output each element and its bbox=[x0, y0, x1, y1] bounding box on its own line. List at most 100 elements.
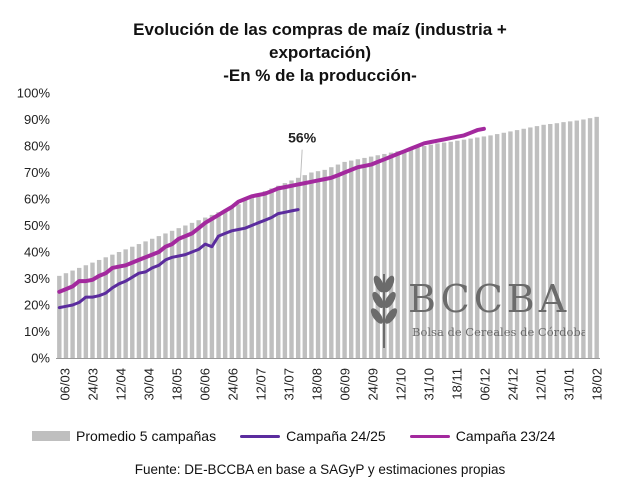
bar-promedio bbox=[329, 167, 334, 358]
legend-swatch-bar bbox=[32, 431, 70, 441]
bar-promedio bbox=[554, 123, 560, 359]
bar-promedio bbox=[315, 171, 321, 358]
bar-promedio bbox=[528, 127, 533, 358]
bar-promedio bbox=[216, 212, 221, 358]
bar-promedio bbox=[256, 193, 261, 358]
x-tick-label: 18/08 bbox=[309, 368, 324, 401]
bar-promedio bbox=[189, 222, 195, 358]
bar-promedio bbox=[163, 233, 168, 358]
y-tick-label: 70% bbox=[24, 165, 50, 180]
bar-promedio bbox=[176, 228, 181, 358]
bar-promedio bbox=[349, 160, 354, 358]
x-tick-label: 12/04 bbox=[113, 368, 128, 401]
y-tick-label: 10% bbox=[24, 324, 50, 339]
bar-promedio bbox=[534, 126, 540, 358]
legend-item-bar: Promedio 5 campañas bbox=[32, 428, 216, 444]
bar-promedio bbox=[468, 138, 473, 358]
y-tick-label: 60% bbox=[24, 192, 50, 207]
bar-promedio bbox=[574, 120, 579, 358]
bar-promedio bbox=[229, 206, 235, 358]
bar-promedio bbox=[375, 155, 380, 358]
chart-title-line-1: Evolución de las compras de maíz (indust… bbox=[133, 20, 507, 39]
bar-promedio bbox=[96, 259, 102, 358]
bar-promedio bbox=[488, 135, 493, 358]
legend-label-bar: Promedio 5 campañas bbox=[76, 428, 217, 444]
y-tick-label: 20% bbox=[24, 298, 50, 313]
x-tick-label: 18/02 bbox=[589, 368, 604, 401]
bar-promedio bbox=[501, 132, 507, 358]
watermark-subtitle: Bolsa de Cereales de Córdoba bbox=[412, 325, 585, 339]
bar-promedio bbox=[302, 175, 307, 358]
bar-promedio bbox=[282, 183, 288, 358]
bar-promedio bbox=[289, 180, 294, 358]
y-tick-label: 80% bbox=[24, 139, 50, 154]
bar-promedio bbox=[561, 122, 566, 359]
bar-promedio bbox=[143, 241, 148, 358]
x-tick-label: 06/09 bbox=[337, 368, 352, 401]
bar-promedio bbox=[388, 152, 394, 358]
legend-item-2324: Campaña 23/24 bbox=[409, 428, 556, 444]
legend-swatch-2425 bbox=[240, 434, 281, 438]
bar-promedio bbox=[368, 156, 374, 358]
bar-promedio bbox=[130, 246, 135, 358]
bar-promedio bbox=[209, 214, 215, 358]
bar-promedio bbox=[136, 244, 142, 358]
y-tick-label: 30% bbox=[24, 271, 50, 286]
bar-promedio bbox=[322, 169, 327, 358]
chart-title-line-3: -En % de la producción- bbox=[223, 66, 417, 85]
y-tick-label: 90% bbox=[24, 112, 50, 127]
bar-promedio bbox=[156, 236, 162, 358]
x-tick-label: 31/10 bbox=[421, 368, 436, 401]
bar-promedio bbox=[594, 116, 599, 358]
bar-promedio bbox=[415, 147, 420, 358]
bar-promedio bbox=[355, 159, 361, 358]
annotation-label: 56% bbox=[288, 130, 317, 146]
bar-promedio bbox=[448, 141, 453, 358]
x-tick-label: 24/06 bbox=[225, 368, 240, 401]
bar-promedio bbox=[567, 121, 573, 358]
y-tick-label: 50% bbox=[24, 218, 50, 233]
bar-promedio bbox=[110, 254, 115, 358]
bar-promedio bbox=[262, 191, 268, 358]
bar-promedio bbox=[276, 185, 281, 358]
bar-promedio bbox=[402, 149, 407, 358]
bar-promedio bbox=[435, 143, 440, 358]
legend-swatch-2324 bbox=[409, 434, 450, 438]
x-tick-label: 24/09 bbox=[365, 368, 380, 401]
watermark-logo-text: BCCBA bbox=[408, 277, 570, 321]
bar-promedio bbox=[508, 131, 513, 358]
wheat-icon bbox=[370, 274, 398, 348]
bar-promedio bbox=[475, 137, 480, 358]
series-line bbox=[57, 126, 486, 294]
x-tick-label: 31/01 bbox=[561, 368, 576, 401]
bar-promedio bbox=[196, 220, 201, 358]
y-tick-label: 40% bbox=[24, 245, 50, 260]
y-tick-label: 0% bbox=[31, 351, 50, 366]
legend-label-2425: Campaña 24/25 bbox=[286, 428, 386, 444]
bar-promedio bbox=[521, 128, 526, 358]
bar-promedio bbox=[428, 144, 434, 358]
legend-label-2324: Campaña 23/24 bbox=[455, 428, 556, 444]
bar-promedio bbox=[57, 275, 62, 358]
bar-promedio bbox=[183, 225, 188, 358]
x-tick-label: 30/04 bbox=[141, 368, 156, 401]
bar-promedio bbox=[494, 134, 500, 358]
bar-promedio bbox=[149, 238, 155, 358]
source-note: Fuente: DE-BCCBA en base a SAGyP y estim… bbox=[134, 462, 506, 477]
bar-promedio bbox=[461, 139, 467, 358]
bar-promedio bbox=[295, 177, 301, 358]
bar-promedio bbox=[123, 249, 128, 358]
bar-promedio bbox=[382, 153, 387, 358]
bar-promedio bbox=[116, 252, 122, 358]
bar-promedio bbox=[242, 199, 248, 358]
y-tick-label: 100% bbox=[17, 86, 51, 101]
annotation-leader bbox=[298, 149, 303, 204]
bar-promedio bbox=[514, 130, 520, 358]
x-tick-label: 24/03 bbox=[85, 368, 100, 401]
bar-promedio bbox=[70, 270, 75, 358]
bar-promedio bbox=[83, 265, 89, 358]
x-tick-label: 24/12 bbox=[505, 368, 520, 401]
x-tick-label: 31/07 bbox=[281, 368, 296, 401]
bar-promedio bbox=[455, 140, 460, 358]
